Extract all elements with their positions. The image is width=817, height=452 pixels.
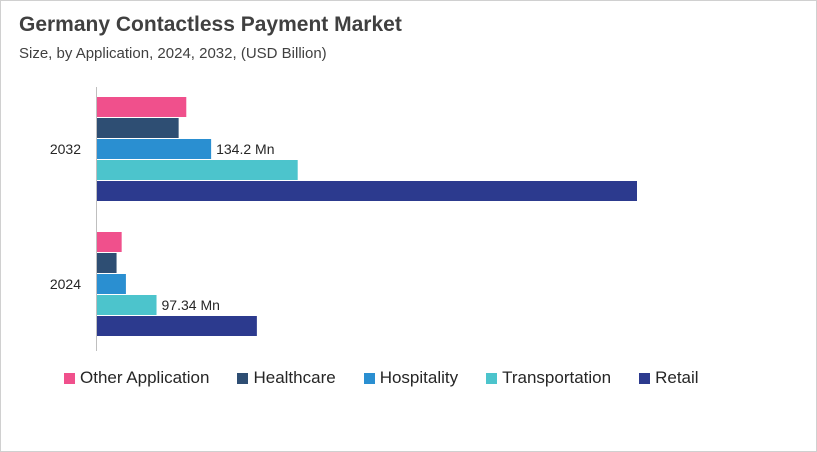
bar-2024-healthcare <box>97 253 117 273</box>
legend-swatch-healthcare <box>237 372 249 384</box>
bar-2032-retail <box>97 181 637 201</box>
bar-2032-transportation <box>97 160 298 180</box>
legend-swatch-other-application <box>64 372 75 384</box>
category-label-2032: 2032 <box>50 141 81 157</box>
data-label-2032-hospitality: 134.2 Mn <box>216 141 274 157</box>
legend-label-retail: Retail <box>655 368 699 387</box>
bars-layer <box>97 97 637 336</box>
legend-item-retail: Retail <box>639 368 699 388</box>
legend-swatch-hospitality <box>363 372 375 384</box>
legend-item-hospitality: Hospitality <box>363 368 459 388</box>
bar-2032-other-application <box>97 97 187 117</box>
legend-label-transportation: Transportation <box>502 368 612 387</box>
bar-2024-other-application <box>97 232 122 252</box>
bar-2024-hospitality <box>97 274 126 294</box>
bar-2032-healthcare <box>97 118 179 138</box>
bar-chart-plot: 2032 2024 134.2 Mn 97.34 Mn <box>50 87 637 351</box>
labels-layer: 2032 2024 134.2 Mn 97.34 Mn <box>50 141 275 313</box>
bar-2032-hospitality <box>97 139 212 159</box>
legend-item-transportation: Transportation <box>486 368 611 388</box>
chart-title: Germany Contactless Payment Market <box>19 13 402 36</box>
legend-label-healthcare: Healthcare <box>253 368 336 387</box>
chart-legend: Other Application Healthcare Hospitality Tr… <box>64 368 727 388</box>
legend-item-other-application: Other Application <box>64 368 209 388</box>
category-label-2024: 2024 <box>50 276 81 292</box>
legend-label-hospitality: Hospitality <box>379 368 459 387</box>
legend-swatch-retail <box>639 372 651 384</box>
legend-label-other-application: Other Application <box>80 368 210 387</box>
data-label-2024-transportation: 97.34 Mn <box>162 297 220 313</box>
bar-2024-transportation <box>97 295 157 315</box>
legend-swatch-transportation <box>486 372 498 384</box>
legend-item-healthcare: Healthcare <box>237 368 336 388</box>
chart-subtitle: Size, by Application, 2024, 2032, (USD B… <box>19 45 327 62</box>
bar-2024-retail <box>97 316 257 336</box>
